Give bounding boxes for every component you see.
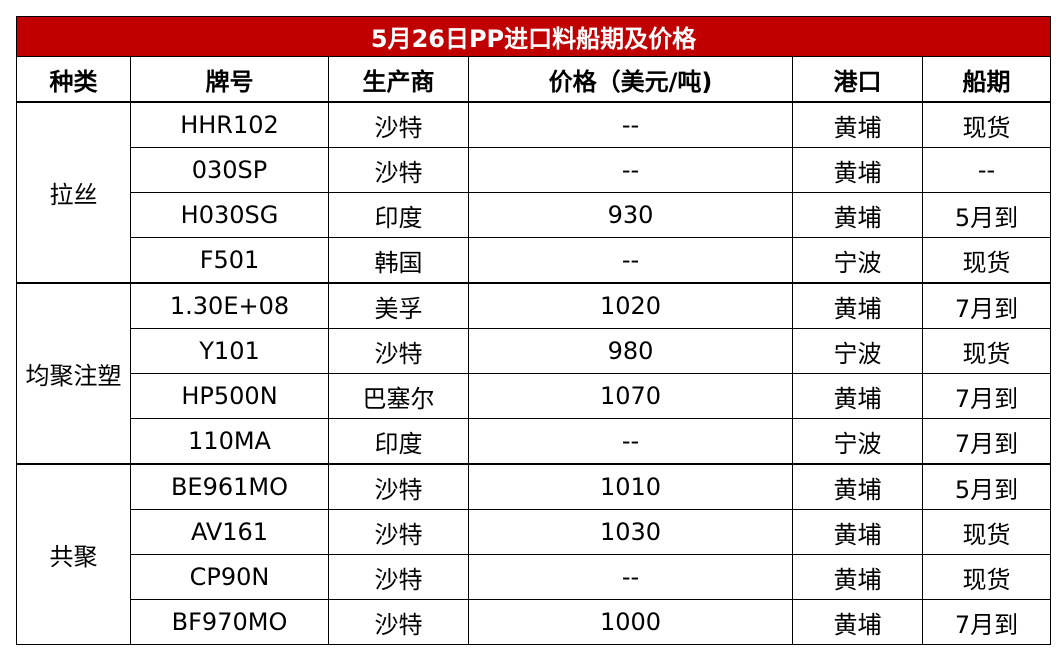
table-cell: 1030	[468, 509, 793, 555]
table-cell: --	[468, 147, 793, 193]
table-cell: Y101	[130, 328, 329, 374]
table-cell: 沙特	[328, 147, 469, 193]
table-cell: 1020	[468, 282, 793, 329]
table-cell: 印度	[328, 418, 469, 465]
table-cell: --	[921, 147, 1052, 193]
table-cell: 980	[468, 328, 793, 374]
table-cell: 沙特	[328, 554, 469, 600]
table-cell: BE961MO	[130, 463, 329, 510]
column-header: 种类	[16, 56, 131, 103]
group-name: 拉丝	[16, 101, 131, 284]
table-cell: H030SG	[130, 192, 329, 238]
table-cell: 黄埔	[792, 554, 923, 600]
table-cell: 沙特	[328, 599, 469, 645]
table-row: BF970MO 沙特 1000 黄埔 7月到	[17, 599, 1052, 645]
table-cell: 宁波	[792, 418, 923, 465]
table-cell: 韩国	[328, 237, 469, 284]
group-name: 共聚	[16, 463, 131, 645]
table-cell: --	[468, 418, 793, 465]
table-cell: 黄埔	[792, 192, 923, 238]
table-row: 030SP 沙特 -- 黄埔 --	[17, 147, 1052, 193]
group-name: 均聚注塑	[16, 282, 131, 465]
table-cell: F501	[130, 237, 329, 284]
table-cell: 现货	[921, 237, 1052, 284]
table-row: 110MA 印度 -- 宁波 7月到	[17, 418, 1052, 465]
column-header: 生产商	[328, 56, 469, 103]
table-cell: 印度	[328, 192, 469, 238]
table-cell: AV161	[130, 509, 329, 555]
table-cell: 5月到	[921, 463, 1052, 510]
table-cell: CP90N	[130, 554, 329, 600]
table-cell: --	[468, 101, 793, 148]
table-row: F501 韩国 -- 宁波 现货	[17, 237, 1052, 284]
table-cell: 7月到	[921, 418, 1052, 465]
table-cell: 5月到	[921, 192, 1052, 238]
table-row: 均聚注塑 1.30E+08 美孚 1020 黄埔 7月到	[16, 282, 1052, 465]
column-header: 港口	[792, 56, 923, 103]
table-row: HP500N 巴塞尔 1070 黄埔 7月到	[17, 373, 1052, 419]
table-cell: 1070	[468, 373, 793, 419]
table-cell: 1010	[468, 463, 793, 510]
table-title: 5月26日PP进口料船期及价格	[15, 16, 1052, 57]
table-cell: 1.30E+08	[130, 282, 329, 329]
table-cell: 宁波	[792, 237, 923, 284]
table-cell: 黄埔	[792, 463, 923, 510]
table-cell: --	[468, 554, 793, 600]
table-cell: 黄埔	[792, 373, 923, 419]
table-cell: HHR102	[130, 101, 329, 148]
table-cell: 现货	[921, 509, 1052, 555]
table-body: 拉丝 HHR102 沙特 -- 黄埔 现货 030SP 沙特 -- 黄埔 -- H030SG 印度 930…	[16, 101, 1052, 645]
price-table: 5月26日PP进口料船期及价格 种类 牌号 生产商 价格（美元/吨) 港口 船期 拉丝 HH…	[15, 16, 1052, 645]
table-cell: 沙特	[328, 328, 469, 374]
table-row: CP90N 沙特 -- 黄埔 现货	[17, 554, 1052, 600]
column-header: 牌号	[130, 56, 329, 103]
column-header: 船期	[921, 56, 1052, 103]
table-cell: 7月到	[921, 599, 1052, 645]
table-cell: 黄埔	[792, 101, 923, 148]
table-cell: 黄埔	[792, 599, 923, 645]
table-row: 拉丝 HHR102 沙特 -- 黄埔 现货	[16, 101, 1052, 284]
table-cell: 宁波	[792, 328, 923, 374]
table-cell: 930	[468, 192, 793, 238]
table-cell: 7月到	[921, 373, 1052, 419]
table-row: Y101 沙特 980 宁波 现货	[17, 328, 1052, 374]
table-cell: 黄埔	[792, 147, 923, 193]
table-cell: --	[468, 237, 793, 284]
table-row: H030SG 印度 930 黄埔 5月到	[17, 192, 1052, 238]
table-cell: 巴塞尔	[328, 373, 469, 419]
table-cell: 现货	[921, 328, 1052, 374]
table-cell: 黄埔	[792, 509, 923, 555]
table-cell: 美孚	[328, 282, 469, 329]
column-header: 价格（美元/吨)	[468, 56, 793, 103]
table-row: 共聚 BE961MO 沙特 1010 黄埔 5月到	[16, 463, 1052, 645]
table-cell: 110MA	[130, 418, 329, 465]
table-cell: BF970MO	[130, 599, 329, 645]
table-cell: 沙特	[328, 101, 469, 148]
table-cell: 1000	[468, 599, 793, 645]
table-cell: 030SP	[130, 147, 329, 193]
table-cell: 7月到	[921, 282, 1052, 329]
table-cell: 黄埔	[792, 282, 923, 329]
table-cell: 沙特	[328, 463, 469, 510]
table-cell: 现货	[921, 101, 1052, 148]
table-row: AV161 沙特 1030 黄埔 现货	[17, 509, 1052, 555]
table-cell: 沙特	[328, 509, 469, 555]
table-cell: HP500N	[130, 373, 329, 419]
header-row: 种类 牌号 生产商 价格（美元/吨) 港口 船期	[16, 56, 1052, 103]
table-cell: 现货	[921, 554, 1052, 600]
